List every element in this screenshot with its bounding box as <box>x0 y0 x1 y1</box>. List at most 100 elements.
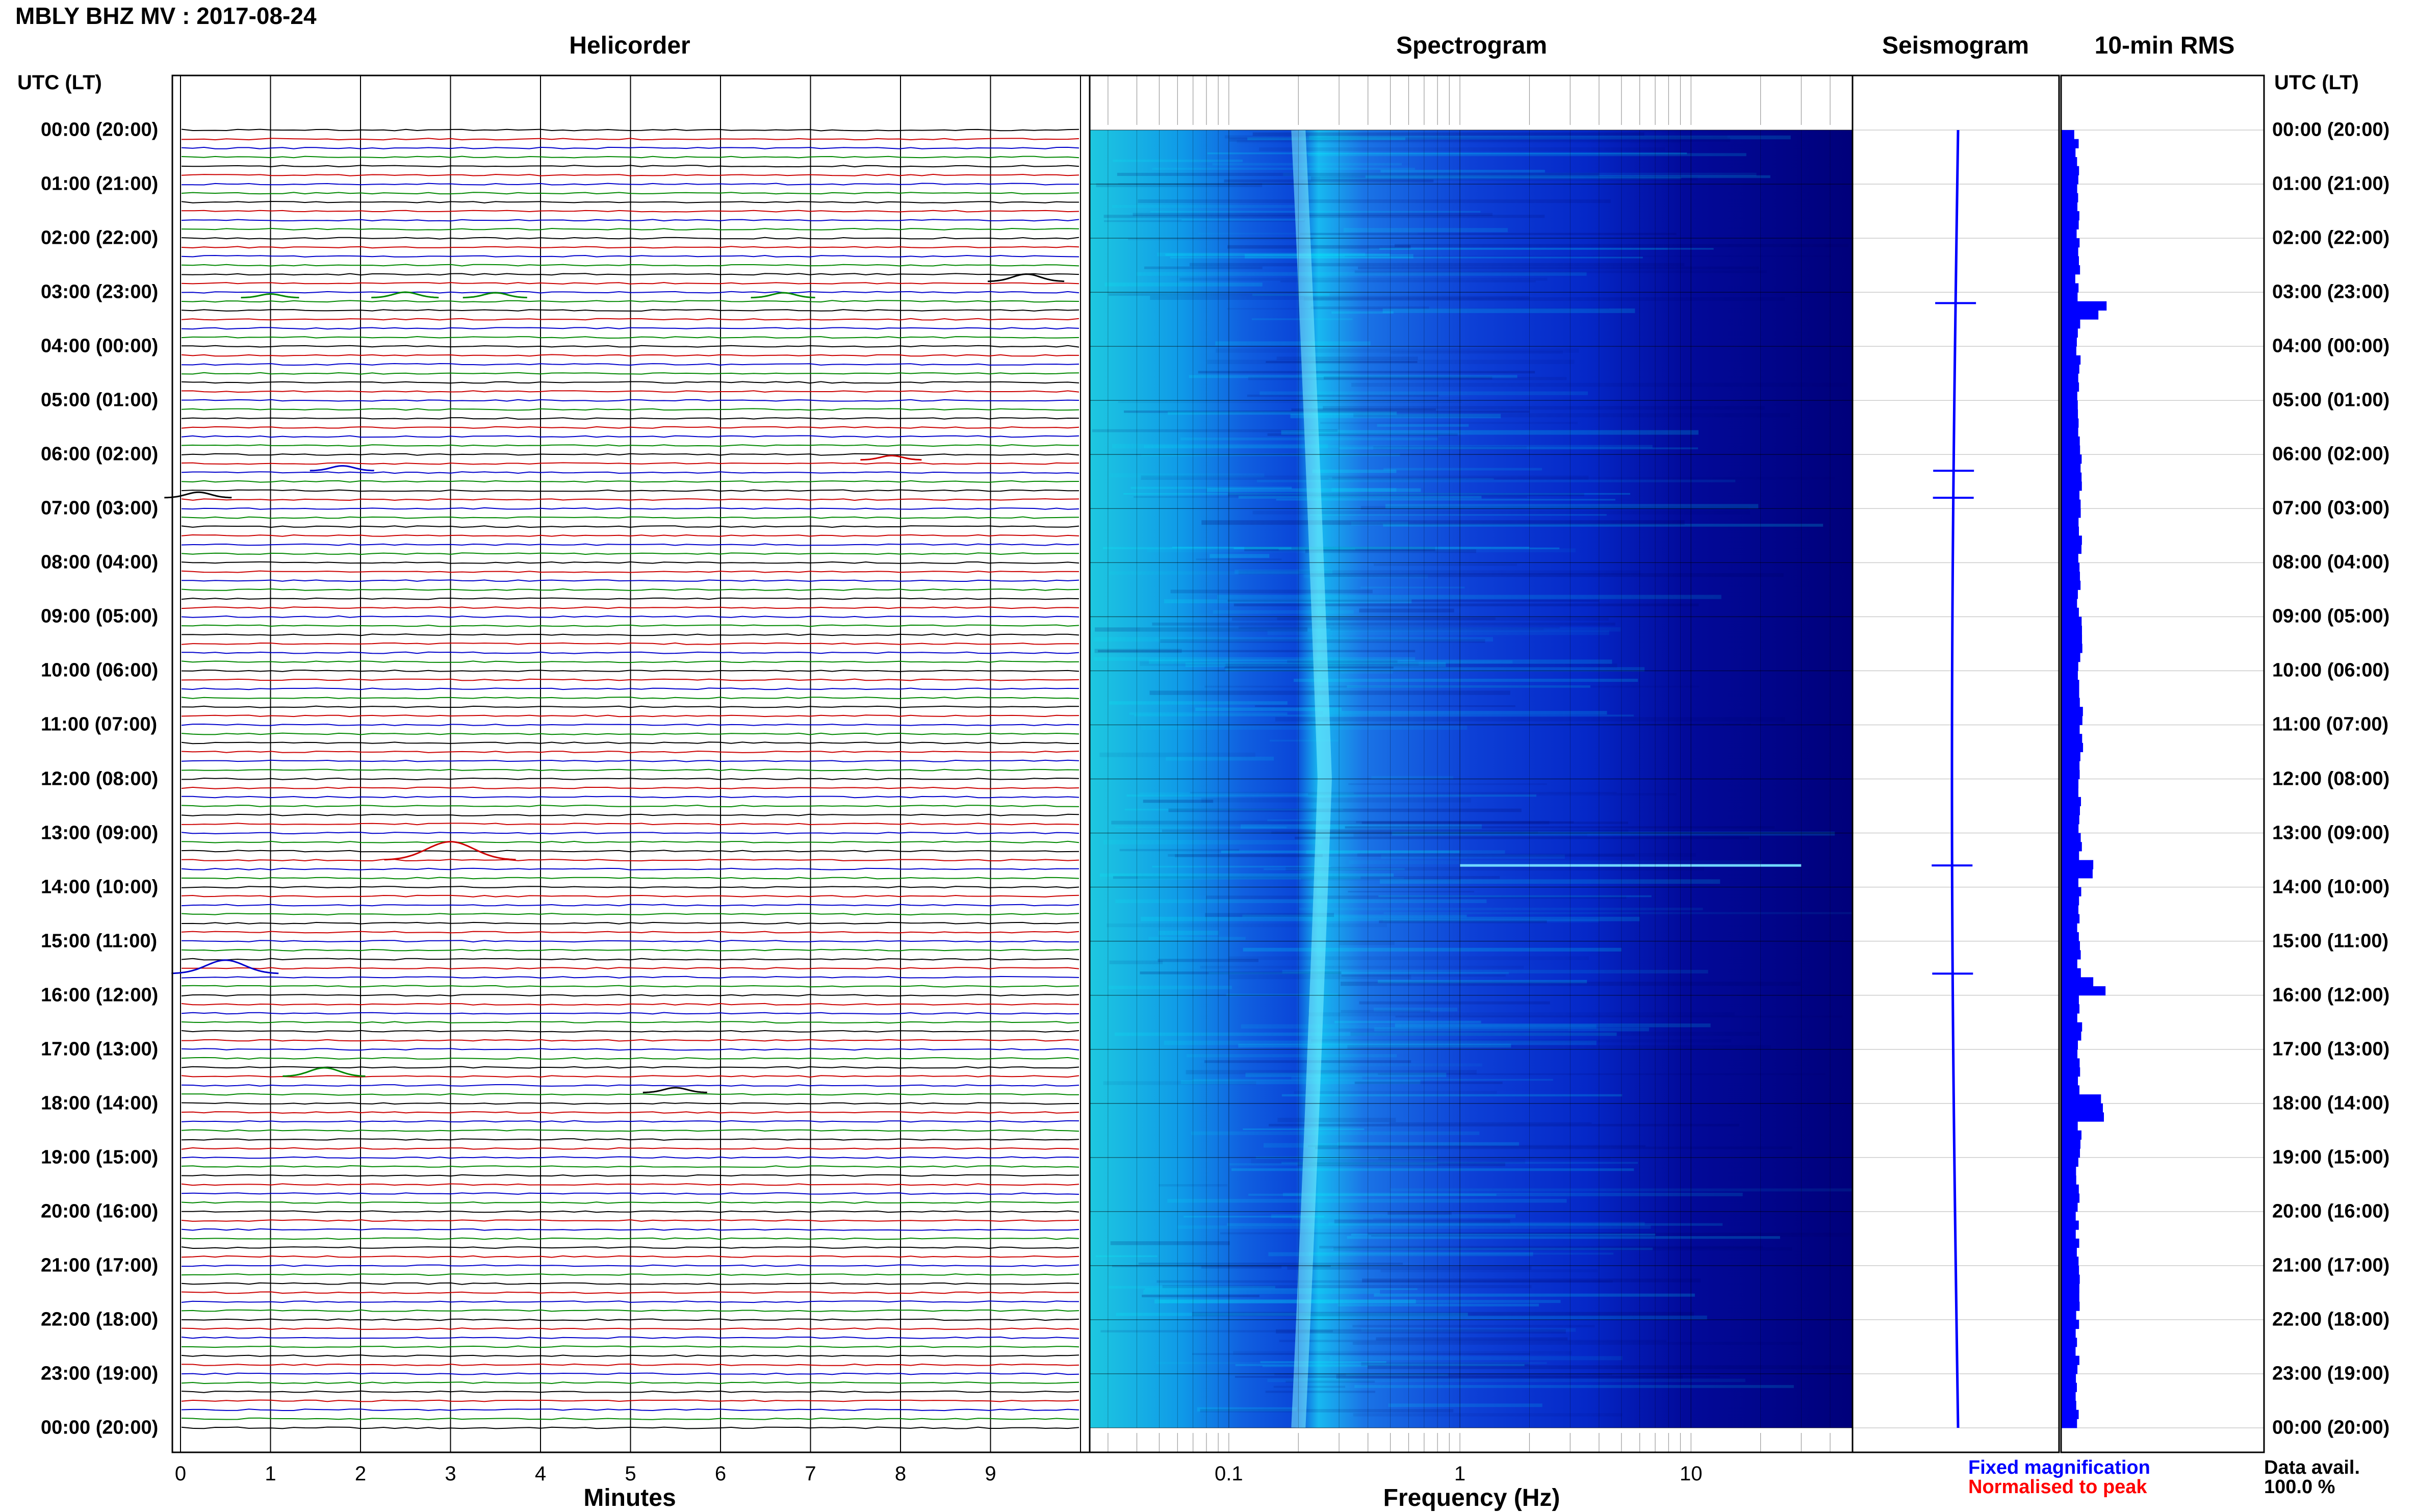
spectrogram-streak <box>1107 923 1387 928</box>
spectrogram-streak <box>1128 238 1313 240</box>
spectrogram-streak <box>1354 270 1767 273</box>
rms-bar <box>2061 950 2081 960</box>
spectrogram-streak <box>1205 913 1334 917</box>
helicorder-tick-label: 6 <box>714 1463 727 1485</box>
spectrogram-streak <box>1143 800 1214 803</box>
rms-bar <box>2061 634 2082 644</box>
helicorder-trace <box>181 318 1079 321</box>
helicorder-trace <box>181 597 1079 600</box>
spectrogram-streak <box>1112 444 1328 449</box>
spectrogram-streak <box>1113 159 1243 162</box>
helicorder-trace <box>181 1111 1079 1114</box>
helicorder-trace <box>181 714 1079 717</box>
spectrogram-streak <box>1308 793 1677 796</box>
helicorder-trace <box>181 192 1079 195</box>
spectrogram-streak <box>1145 1288 1418 1290</box>
spectrogram-streak <box>1206 895 1627 899</box>
helicorder-trace <box>181 381 1079 384</box>
rms-bar <box>2061 175 2078 185</box>
spectrogram-streak <box>1323 711 1607 715</box>
spectrogram-streak <box>1287 660 1398 663</box>
helicorder-trace <box>181 227 1079 230</box>
rms-bar <box>2061 526 2079 536</box>
helicorder-trace <box>181 1129 1079 1132</box>
rms-bar <box>2061 238 2080 248</box>
rms-bar <box>2061 418 2079 428</box>
rms-bar <box>2061 851 2079 861</box>
helicorder-event <box>751 292 815 299</box>
spectrogram-streak <box>1149 690 1510 695</box>
spectrogram-streak <box>1224 135 1728 139</box>
spectrogram-streak <box>1383 524 1823 527</box>
rms-bar <box>2061 1238 2079 1248</box>
rms-bar <box>2061 779 2078 788</box>
spectrogram-streak <box>1243 1128 1365 1130</box>
helicorder-trace <box>181 408 1079 411</box>
time-label-right: 12:00 (08:00) <box>2272 768 2390 789</box>
spectrogram-streak <box>1385 504 1759 509</box>
helicorder-trace <box>181 1120 1079 1123</box>
rms-bar <box>2061 797 2081 807</box>
helicorder-trace <box>181 1372 1079 1375</box>
helicorder-trace <box>181 1300 1079 1303</box>
helicorder-trace <box>181 264 1079 267</box>
spectrogram-streak <box>1095 627 1308 632</box>
spectrogram-streak <box>1243 947 1622 952</box>
spectrogram-streak <box>1152 865 1330 868</box>
rms-bar <box>2061 1220 2079 1230</box>
spectrogram-streak <box>1287 1266 1532 1270</box>
helicorder-trace <box>181 1318 1079 1321</box>
helicorder-trace <box>181 994 1079 997</box>
helicorder-trace <box>181 390 1079 393</box>
spectrogram-streak <box>1395 244 1849 247</box>
spectrogram-streak <box>1124 410 1530 413</box>
helicorder-trace <box>182 579 1079 582</box>
spectrogram-streak <box>1170 257 1643 259</box>
rms-bar <box>2061 590 2078 599</box>
helicorder-trace <box>181 399 1079 402</box>
time-label-right: 03:00 (23:00) <box>2272 281 2390 303</box>
rms-bar <box>2061 166 2079 175</box>
spectrogram-streak <box>1297 1162 1505 1166</box>
spectrogram-streak <box>1141 475 1589 480</box>
spectrogram-streak <box>1189 263 1685 267</box>
time-label-left: 06:00 (02:00) <box>41 443 159 465</box>
spectrogram-streak <box>1108 1286 1275 1289</box>
spectrogram-streak <box>1348 860 1762 864</box>
spectrogram-streak <box>1380 1269 1598 1272</box>
spectrogram-streak <box>1330 628 1544 631</box>
spectrogram-streak <box>1200 965 1524 969</box>
spectrogram-streak <box>1115 826 1287 829</box>
helicorder-trace <box>181 183 1079 186</box>
helicorder-trace <box>181 309 1079 312</box>
rms-bar <box>2061 824 2079 834</box>
helicorder-trace <box>181 1084 1079 1087</box>
spectrogram-streak <box>1200 1409 1454 1413</box>
time-label-right: 08:00 (04:00) <box>2272 551 2390 573</box>
legend-normalised-to-peak: Normalised to peak <box>1968 1476 2147 1498</box>
helicorder-event <box>171 959 279 975</box>
spectrogram-streak <box>1307 153 1746 157</box>
spectrogram-streak <box>1319 1246 1763 1249</box>
spectrogram-streak <box>1100 1330 1333 1332</box>
spectrogram-streak <box>1192 1079 1553 1081</box>
helicorder-trace <box>181 291 1079 294</box>
spectrogram-frame <box>1089 74 1854 1453</box>
rms-bar <box>2061 1229 2076 1239</box>
rms-bar <box>2061 1040 2078 1050</box>
spectrogram-streak <box>1196 558 1282 560</box>
spectrogram-streak <box>1277 1117 1396 1122</box>
rms-bar <box>2061 1049 2078 1059</box>
helicorder-trace <box>181 354 1079 357</box>
spectrogram-streak <box>1235 1364 1525 1366</box>
spectrogram-streak <box>1158 1300 1561 1303</box>
rms-bar <box>2061 617 2082 626</box>
helicorder-trace <box>181 1291 1079 1294</box>
helicorder-trace <box>181 804 1079 808</box>
time-label-left: 18:00 (14:00) <box>41 1092 159 1114</box>
rms-bar <box>2061 1157 2078 1167</box>
spectrogram-streak <box>1341 671 1393 674</box>
helicorder-trace <box>181 210 1079 213</box>
helicorder-trace <box>181 327 1079 330</box>
helicorder-trace <box>181 129 1079 132</box>
